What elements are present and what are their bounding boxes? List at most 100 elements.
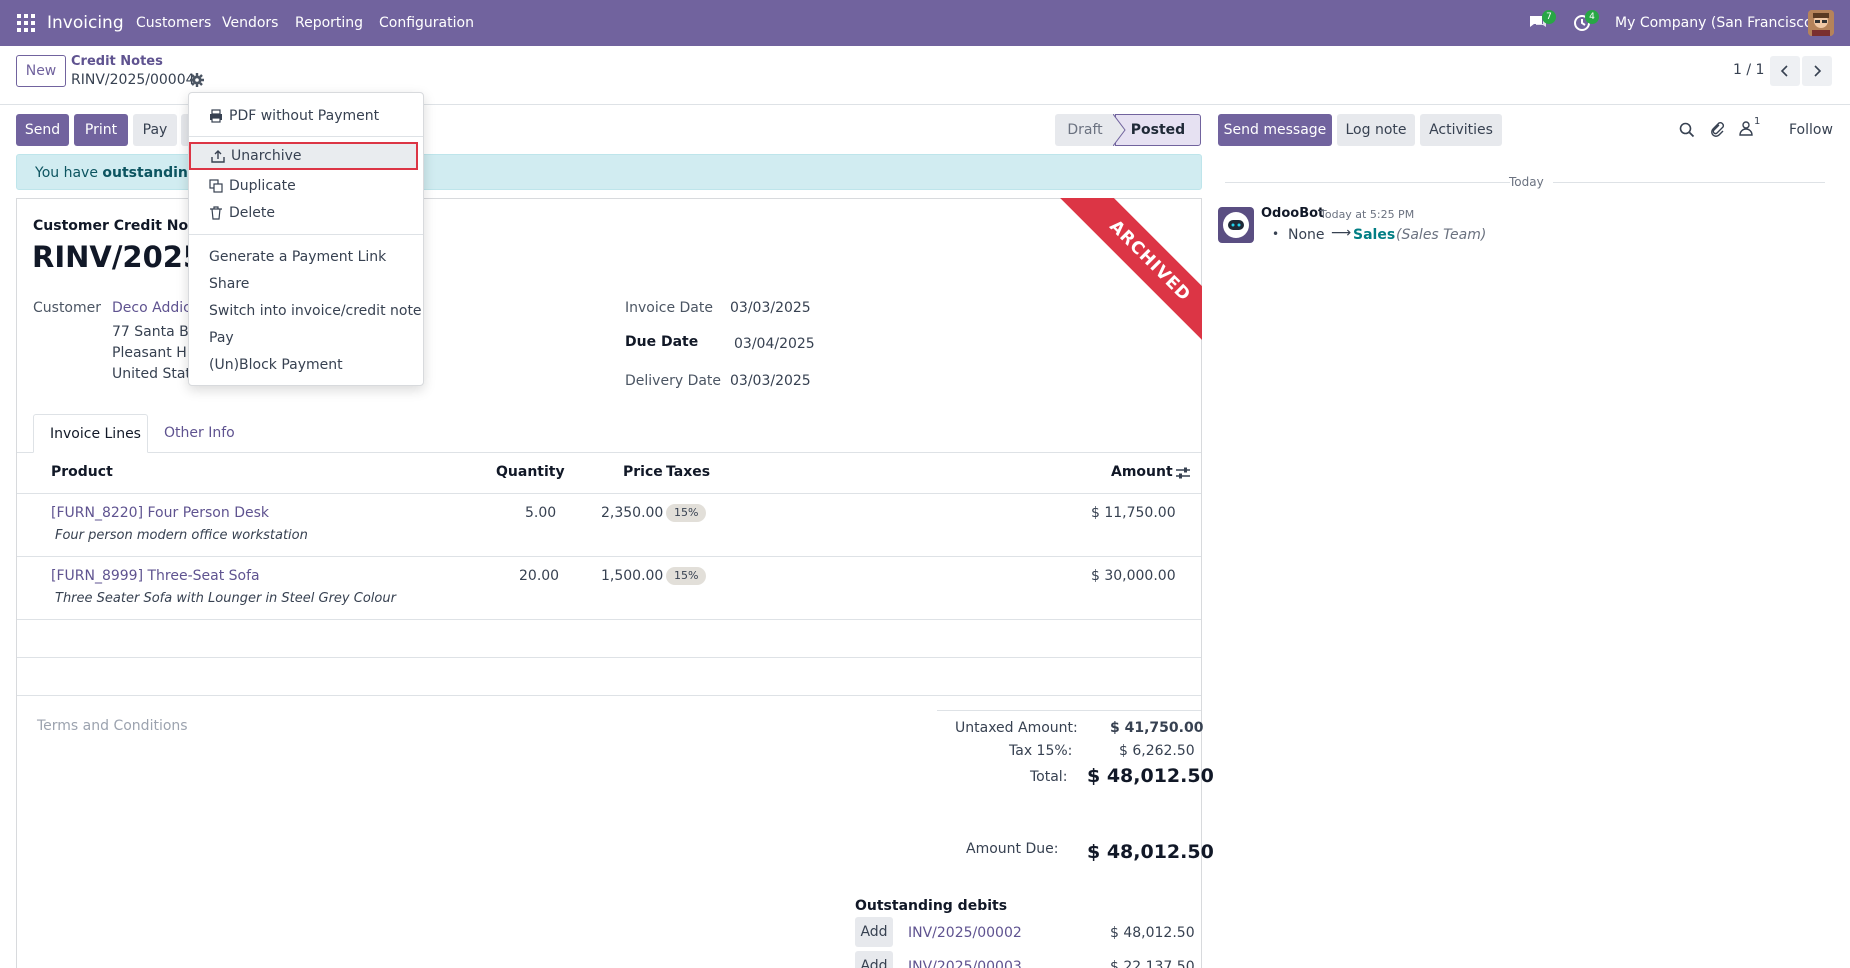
alert-text: You have	[35, 165, 103, 181]
new-button[interactable]: New	[16, 55, 66, 87]
add-debit-button[interactable]: Add	[855, 951, 893, 968]
customer-link[interactable]: Deco Addict	[112, 300, 197, 316]
tax-value: $ 6,262.50	[1119, 743, 1195, 759]
menu-item-pay[interactable]: Pay	[209, 330, 234, 346]
menu-vendors[interactable]: Vendors	[222, 15, 279, 31]
menu-item-share[interactable]: Share	[209, 276, 250, 292]
address-line-1: 77 Santa Bar	[112, 324, 204, 340]
debit-amount: $ 22,137.50	[1110, 959, 1195, 968]
due-date-label: Due Date	[625, 334, 699, 350]
top-navbar: Invoicing Customers Vendors Reporting Co…	[0, 0, 1850, 46]
column-settings-icon[interactable]	[1176, 466, 1190, 480]
activities-button[interactable]: Activities	[1420, 114, 1502, 146]
menu-item-duplicate[interactable]: Duplicate	[189, 173, 423, 199]
line-amount: $ 30,000.00	[1091, 568, 1176, 584]
activities-badge: 4	[1585, 10, 1599, 24]
log-note-button[interactable]: Log note	[1337, 114, 1415, 146]
print-button[interactable]: Print	[74, 114, 128, 146]
message-time: Today at 5:25 PM	[1320, 208, 1415, 221]
printer-icon	[209, 109, 223, 123]
menu-item-delete[interactable]: Delete	[189, 200, 423, 226]
arrow-right-icon: ⟶	[1331, 225, 1352, 241]
followers-icon[interactable]	[1738, 120, 1754, 136]
menu-item-switch-invoice[interactable]: Switch into invoice/credit note	[209, 303, 422, 319]
archived-ribbon: ARCHIVED	[1050, 198, 1202, 350]
pay-button[interactable]: Pay	[133, 114, 177, 146]
record-name: RINV/2025/00004	[71, 72, 195, 88]
line-quantity: 20.00	[519, 568, 560, 584]
debit-link[interactable]: INV/2025/00002	[908, 925, 1022, 941]
action-dropdown-menu: PDF without Payment Unarchive Duplicate …	[188, 92, 424, 386]
trash-icon	[210, 206, 222, 220]
tax-tag: 15%	[666, 567, 707, 585]
send-message-button[interactable]: Send message	[1218, 114, 1332, 146]
col-product[interactable]: Product	[51, 464, 113, 480]
pager-value[interactable]: 1 / 1	[1733, 62, 1765, 78]
line-product-link[interactable]: [FURN_8220] Four Person Desk	[51, 505, 269, 521]
follow-button[interactable]: Follow	[1789, 122, 1833, 138]
tab-other-info[interactable]: Other Info	[164, 425, 235, 441]
line-description: Three Seater Sofa with Lounger in Steel …	[55, 591, 396, 606]
company-switcher[interactable]: My Company (San Francisco)	[1615, 15, 1818, 31]
pager-next-button[interactable]	[1802, 56, 1832, 86]
menu-reporting[interactable]: Reporting	[295, 15, 364, 31]
app-name[interactable]: Invoicing	[47, 13, 124, 33]
col-price[interactable]: Price	[623, 464, 663, 480]
add-debit-button[interactable]: Add	[855, 917, 893, 947]
user-avatar[interactable]	[1808, 10, 1834, 36]
date-separator: Today	[1509, 175, 1544, 189]
untaxed-label: Untaxed Amount:	[955, 720, 1078, 736]
menu-item-unarchive[interactable]: Unarchive	[189, 142, 418, 170]
status-arrow	[1113, 114, 1127, 146]
line-amount: $ 11,750.00	[1091, 505, 1176, 521]
copy-icon	[209, 179, 223, 193]
bullet-icon: •	[1272, 227, 1280, 241]
amount-due-value: $ 48,012.50	[1087, 841, 1214, 863]
amount-due-label: Amount Due:	[966, 841, 1059, 857]
debit-link[interactable]: INV/2025/00003	[908, 959, 1022, 968]
apps-menu-icon[interactable]	[17, 14, 35, 32]
tab-invoice-lines[interactable]: Invoice Lines	[33, 414, 148, 453]
messages-badge: 7	[1542, 10, 1556, 24]
document-type: Customer Credit Note	[33, 218, 205, 234]
control-panel-divider	[0, 104, 1850, 105]
tracking-old-value: None	[1288, 227, 1325, 243]
invoice-date-label: Invoice Date	[625, 300, 713, 316]
line-product-link[interactable]: [FURN_8999] Three-Seat Sofa	[51, 568, 260, 584]
pager-previous-button[interactable]	[1770, 56, 1800, 86]
line-description: Four person modern office workstation	[55, 528, 308, 543]
alert-link[interactable]: outstanding d	[102, 165, 213, 181]
due-date-field[interactable]: 03/04/2025	[734, 336, 815, 352]
followers-count: 1	[1754, 116, 1761, 127]
search-icon[interactable]	[1679, 122, 1695, 138]
col-amount[interactable]: Amount	[1111, 464, 1173, 480]
untaxed-value: $ 41,750.00	[1110, 720, 1204, 736]
gear-icon[interactable]	[190, 73, 204, 87]
paperclip-icon[interactable]	[1709, 121, 1725, 137]
status-posted[interactable]: Posted	[1115, 114, 1201, 146]
menu-item-block-payment[interactable]: (Un)Block Payment	[209, 357, 343, 373]
message-author[interactable]: OdooBot	[1261, 206, 1325, 221]
tax-label: Tax 15%:	[1009, 743, 1073, 759]
menu-customers[interactable]: Customers	[136, 15, 212, 31]
col-taxes[interactable]: Taxes	[666, 464, 711, 480]
status-draft[interactable]: Draft	[1055, 114, 1115, 146]
line-price: 2,350.00	[601, 505, 664, 521]
send-button[interactable]: Send	[16, 114, 69, 146]
line-quantity: 5.00	[525, 505, 557, 521]
menu-item-pdf-without-payment[interactable]: PDF without Payment	[189, 103, 423, 129]
menu-item-generate-payment-link[interactable]: Generate a Payment Link	[209, 249, 387, 265]
invoice-date-field[interactable]: 03/03/2025	[730, 300, 811, 316]
customer-label: Customer	[33, 300, 102, 316]
address-line-3: United State	[112, 366, 200, 382]
tax-tag: 15%	[666, 504, 707, 522]
odoobot-avatar	[1218, 207, 1254, 243]
outstanding-debits-title: Outstanding debits	[855, 898, 1008, 914]
terms-input[interactable]: Terms and Conditions	[37, 718, 188, 734]
menu-configuration[interactable]: Configuration	[379, 15, 474, 31]
tracking-field: (Sales Team)	[1396, 227, 1487, 243]
total-value: $ 48,012.50	[1087, 765, 1214, 787]
col-quantity[interactable]: Quantity	[496, 464, 565, 480]
delivery-date-field[interactable]: 03/03/2025	[730, 373, 811, 389]
breadcrumb-credit-notes[interactable]: Credit Notes	[71, 54, 163, 69]
